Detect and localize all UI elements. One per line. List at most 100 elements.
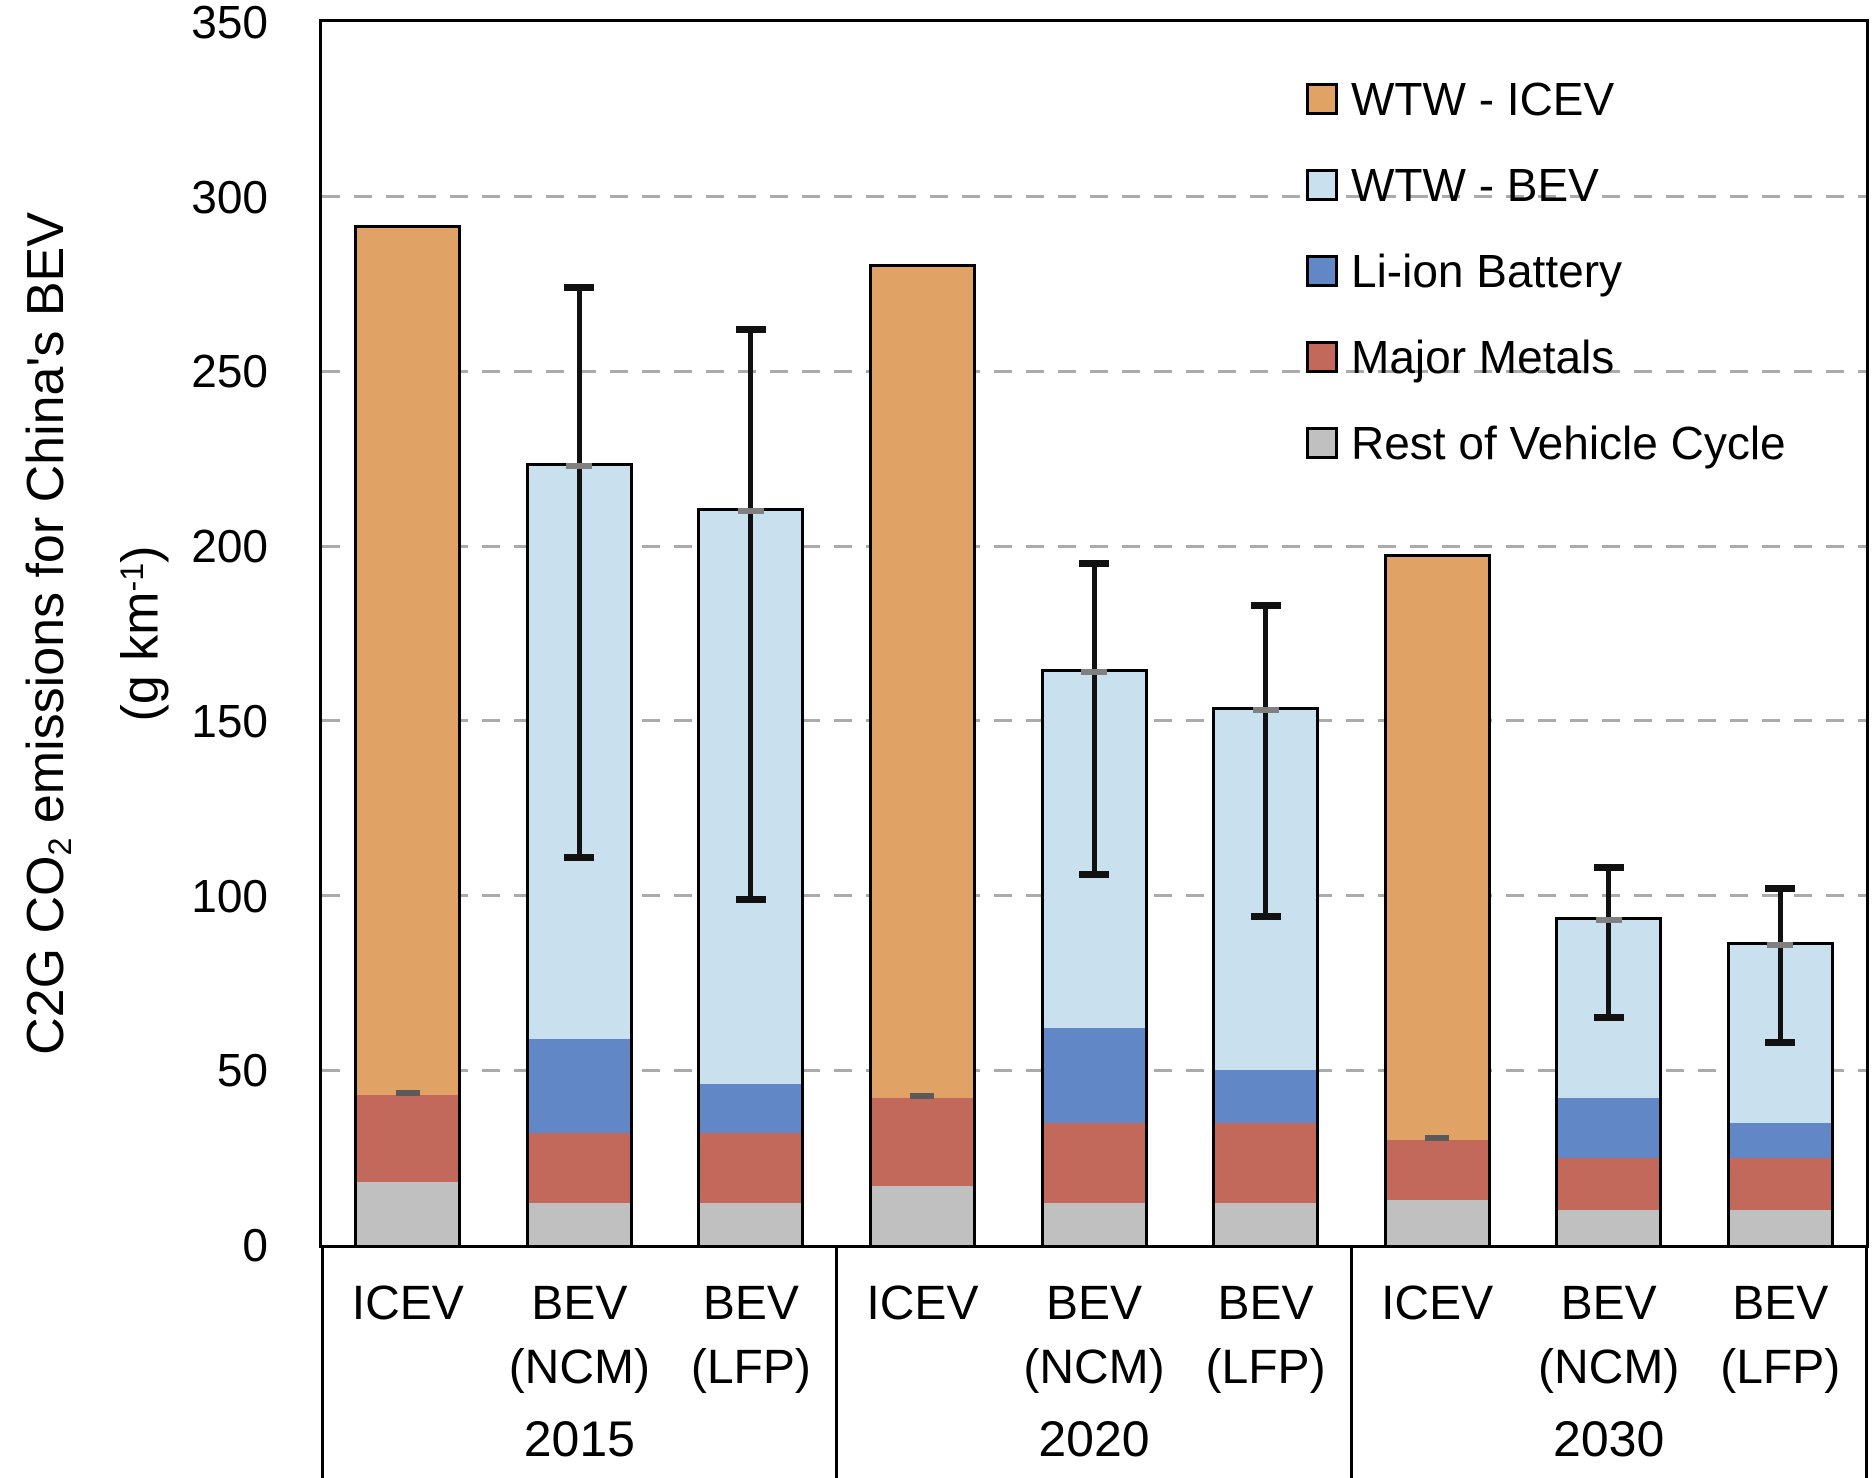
x-year-label-2030: 2030 xyxy=(1553,1411,1665,1467)
bar-segment-rest-of-vehicle-cycle xyxy=(1726,1207,1834,1245)
bar-segment-major-metals xyxy=(525,1130,633,1204)
x-year-label-2015: 2015 xyxy=(523,1411,635,1467)
x-category-line2: (LFP) xyxy=(690,1341,811,1394)
legend-item-2: WTW - BEV xyxy=(1306,142,1786,228)
bar-segment-major-metals xyxy=(697,1130,805,1204)
error-bar xyxy=(1777,888,1783,1043)
vehicle-cycle-error-tick xyxy=(1425,1135,1450,1142)
x-category-line1: BEV xyxy=(1560,1277,1657,1330)
x-category-line1: ICEV xyxy=(1381,1277,1494,1330)
x-category-label: ICEV xyxy=(1317,1272,1557,1336)
error-bar-anchor-tick xyxy=(737,508,764,515)
error-bar-anchor-tick xyxy=(1595,917,1622,924)
bar-segment-major-metals xyxy=(1726,1154,1834,1211)
x-category-label: BEV (NCM) xyxy=(459,1272,699,1400)
bar-segment-wtw-icev xyxy=(868,263,976,1099)
bar-segment-rest-of-vehicle-cycle xyxy=(1555,1207,1663,1245)
y-tick-label-350: 350 xyxy=(191,0,268,48)
x-category-label: ICEV xyxy=(802,1272,1042,1336)
x-category-label: BEV (LFP) xyxy=(1660,1272,1872,1400)
legend-label: Major Metals xyxy=(1351,331,1615,383)
error-bar-cap-high xyxy=(564,284,595,292)
error-bar-cap-low xyxy=(1765,1038,1796,1046)
y-tick-label-200: 200 xyxy=(191,520,268,573)
error-bar-cap-high xyxy=(1250,602,1281,610)
bar-segment-major-metals xyxy=(354,1091,462,1183)
x-category-line2: (LFP) xyxy=(1205,1341,1326,1394)
x-axis-group-separator xyxy=(1864,1245,1868,1478)
x-category-label: BEV (NCM) xyxy=(1489,1272,1729,1400)
x-category-line1: ICEV xyxy=(351,1277,464,1330)
bar-segment-rest-of-vehicle-cycle xyxy=(354,1179,462,1245)
y-axis-title-text: 2 xyxy=(42,837,79,856)
x-category-line1: BEV xyxy=(1732,1277,1829,1330)
bar-segment-rest-of-vehicle-cycle xyxy=(697,1200,805,1245)
error-bar xyxy=(1091,563,1097,875)
legend-swatch-wtw-icev xyxy=(1306,83,1338,115)
x-category-label: BEV (NCM) xyxy=(974,1272,1214,1400)
error-bar-cap-high xyxy=(1593,864,1624,872)
bar-segment-li-ion-battery xyxy=(1040,1025,1148,1123)
bar-segment-major-metals xyxy=(1212,1119,1320,1204)
error-bar-anchor-tick xyxy=(566,462,593,469)
y-tick-label-0: 0 xyxy=(242,1219,268,1271)
bar-segment-li-ion-battery xyxy=(1212,1067,1320,1123)
legend-label: Rest of Vehicle Cycle xyxy=(1351,417,1786,469)
y-tick-label-50: 50 xyxy=(216,1044,268,1097)
bar-segment-major-metals xyxy=(1555,1154,1663,1211)
x-category-label: BEV (LFP) xyxy=(1146,1272,1386,1400)
x-category-line2: (NCM) xyxy=(508,1341,650,1394)
error-bar-cap-low xyxy=(1250,913,1281,921)
bar-segment-rest-of-vehicle-cycle xyxy=(868,1182,976,1245)
legend-item-1: WTW - ICEV xyxy=(1306,56,1786,142)
legend-swatch-major-metals xyxy=(1306,341,1338,373)
x-axis-group-separator xyxy=(835,1245,839,1478)
legend-label: WTW - ICEV xyxy=(1351,73,1615,125)
legend-item-5: Rest of Vehicle Cycle xyxy=(1306,400,1786,486)
bar-segment-li-ion-battery xyxy=(697,1081,805,1134)
error-bar-anchor-tick xyxy=(1767,941,1794,948)
plot-area xyxy=(319,19,1869,1248)
x-category-line2: (LFP) xyxy=(1720,1341,1841,1394)
x-year-label-2020: 2020 xyxy=(1038,1411,1150,1467)
y-tick-label-100: 100 xyxy=(191,869,268,922)
bar-segment-li-ion-battery xyxy=(1726,1119,1834,1158)
gridline-200 xyxy=(322,544,1866,548)
legend-label: Li-ion Battery xyxy=(1351,245,1623,297)
vehicle-cycle-error-tick xyxy=(910,1093,935,1100)
x-category-label: BEV (LFP) xyxy=(631,1272,871,1400)
y-tick-label-150: 150 xyxy=(191,694,268,747)
legend: WTW - ICEV WTW - BEV Li-ion Battery Major M… xyxy=(1306,56,1786,486)
error-bar-cap-high xyxy=(1765,885,1796,893)
error-bar-cap-high xyxy=(1079,560,1109,568)
x-category-line1: BEV xyxy=(702,1277,799,1330)
error-bar-cap-high xyxy=(735,326,766,333)
bar-segment-rest-of-vehicle-cycle xyxy=(1383,1196,1491,1245)
legend-swatch-rest-of-vehicle-cycle xyxy=(1306,427,1338,459)
error-bar xyxy=(1606,867,1612,1018)
error-bar-cap-low xyxy=(1593,1014,1624,1022)
bar-segment-li-ion-battery xyxy=(1555,1095,1663,1158)
x-category-line2: (NCM) xyxy=(1538,1341,1680,1394)
error-bar-anchor-tick xyxy=(1081,668,1107,675)
error-bar-cap-low xyxy=(1079,871,1109,879)
bar-segment-rest-of-vehicle-cycle xyxy=(1212,1200,1320,1245)
error-bar-anchor-tick xyxy=(1252,707,1279,714)
bar-segment-rest-of-vehicle-cycle xyxy=(1040,1200,1148,1245)
y-tick-label-250: 250 xyxy=(191,345,268,398)
bar-segment-rest-of-vehicle-cycle xyxy=(525,1200,633,1245)
x-category-line2: (NCM) xyxy=(1023,1341,1165,1394)
y-tick-label-300: 300 xyxy=(191,170,268,223)
gridline-250 xyxy=(322,369,1866,373)
bar-segment-wtw-icev xyxy=(1383,553,1491,1141)
error-bar xyxy=(1263,605,1269,917)
legend-item-4: Major Metals xyxy=(1306,314,1786,400)
error-bar-cap-low xyxy=(564,853,595,861)
legend-label: WTW - BEV xyxy=(1351,159,1599,211)
x-category-line1: BEV xyxy=(1217,1277,1314,1330)
error-bar xyxy=(576,287,582,858)
x-category-line1: ICEV xyxy=(866,1277,979,1330)
bar-segment-major-metals xyxy=(1383,1137,1491,1200)
bar-segment-li-ion-battery xyxy=(525,1035,633,1134)
